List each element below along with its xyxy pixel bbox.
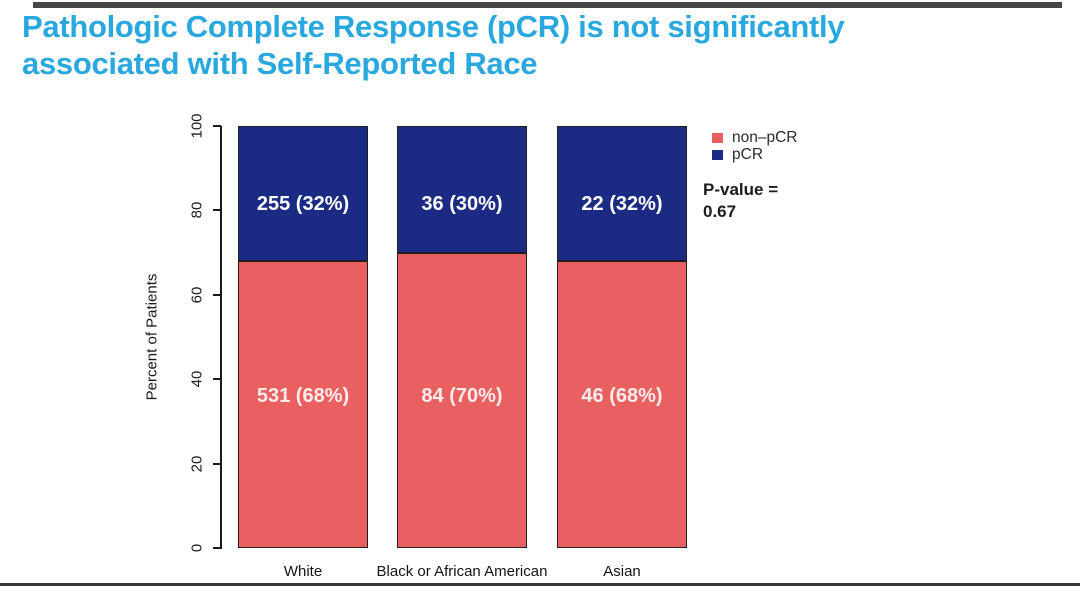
y-tick-label-text: 40 bbox=[188, 370, 206, 388]
segment-non-pcr bbox=[557, 261, 687, 548]
y-tick-mark bbox=[213, 125, 221, 127]
stacked-bar-asian: 22 (32%) 46 (68%) bbox=[557, 126, 687, 548]
stacked-bar-black-or-african-american: 36 (30%) 84 (70%) bbox=[397, 126, 527, 548]
y-tick-mark bbox=[213, 378, 221, 381]
segment-label-non-pcr: 531 (68%) bbox=[256, 385, 350, 407]
legend-item: non–pCR bbox=[712, 130, 798, 146]
legend: non–pCR pCR bbox=[712, 130, 798, 163]
title-line-2: associated with Self-Reported Race bbox=[22, 46, 538, 81]
legend-item: pCR bbox=[712, 147, 798, 163]
stacked-bar-white: 255 (32%) 531 (68%) bbox=[238, 126, 368, 548]
p-value-number: 0.67 bbox=[703, 202, 737, 221]
segment-non-pcr bbox=[397, 252, 527, 548]
segment-label-non-pcr: 84 (70%) bbox=[421, 385, 503, 407]
segment-non-pcr bbox=[238, 261, 368, 548]
segment-pcr bbox=[557, 126, 687, 262]
y-tick-mark bbox=[213, 462, 221, 465]
top-accent-bar bbox=[33, 2, 1062, 8]
segment-pcr bbox=[238, 126, 368, 262]
y-tick-label-text: 100 bbox=[188, 113, 206, 139]
bottom-border-line bbox=[0, 583, 1080, 586]
y-tick-mark bbox=[213, 209, 221, 212]
y-tick-mark bbox=[213, 293, 221, 296]
y-tick-mark bbox=[213, 547, 221, 549]
square-swatch-icon bbox=[712, 133, 723, 143]
y-axis-title-text: Percent of Patients bbox=[143, 273, 161, 401]
segment-label-pcr: 255 (32%) bbox=[256, 193, 350, 215]
legend-label: pCR bbox=[732, 146, 764, 163]
y-axis-line bbox=[220, 126, 222, 549]
slide-title: Pathologic Complete Response (pCR) is no… bbox=[22, 8, 845, 82]
x-axis-label: Black or African American bbox=[376, 563, 548, 580]
x-axis-label: Asian bbox=[603, 563, 641, 580]
legend-label: non–pCR bbox=[732, 129, 798, 146]
p-value-label: P-value = bbox=[703, 180, 779, 199]
segment-label-pcr: 36 (30%) bbox=[421, 193, 503, 215]
x-axis-label: White bbox=[283, 563, 323, 580]
segment-label-pcr: 22 (32%) bbox=[581, 193, 663, 215]
square-swatch-icon bbox=[712, 150, 723, 160]
y-tick-label-text: 80 bbox=[188, 202, 206, 219]
y-tick-label-text: 60 bbox=[188, 286, 206, 304]
title-line-1: Pathologic Complete Response (pCR) is no… bbox=[22, 9, 845, 44]
segment-label-non-pcr: 46 (68%) bbox=[581, 385, 663, 407]
y-tick-label-text: 0 bbox=[188, 543, 206, 553]
y-tick-label-text: 20 bbox=[188, 455, 206, 472]
p-value-annotation: P-value = 0.67 bbox=[703, 179, 778, 223]
segment-pcr bbox=[397, 126, 527, 253]
